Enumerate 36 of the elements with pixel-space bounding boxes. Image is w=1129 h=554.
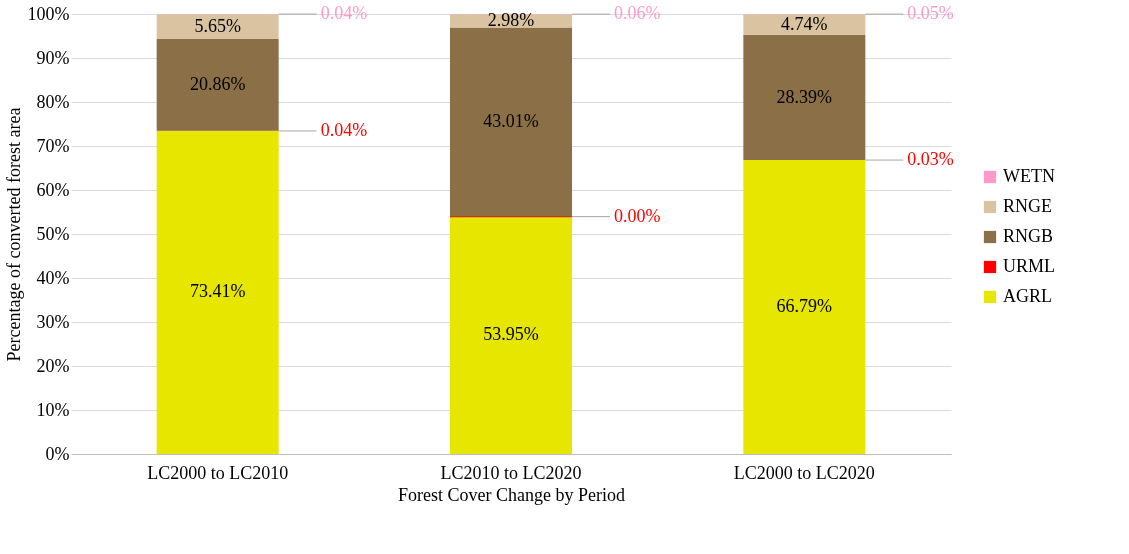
y-tick-label: 0%	[45, 443, 70, 464]
data-label: 0.00%	[614, 205, 661, 226]
data-label: 53.95%	[483, 324, 539, 345]
data-label: 0.03%	[907, 149, 954, 170]
legend-label: RNGE	[1003, 196, 1052, 216]
data-label: 73.41%	[189, 281, 246, 302]
y-axis-title: Percentage of converted forest area	[3, 107, 24, 362]
data-label: 4.74%	[781, 13, 828, 34]
data-label: 5.65%	[194, 15, 241, 36]
y-tick-label: 80%	[36, 91, 70, 112]
data-label: 43.01%	[483, 111, 539, 131]
x-tick-label: LC2010 to LC2020	[440, 462, 582, 483]
legend-label: RNGB	[1003, 226, 1054, 246]
y-tick-label: 30%	[36, 311, 70, 332]
data-label: 0.04%	[320, 3, 368, 24]
y-tick-label: 10%	[36, 399, 70, 420]
legend-label: AGRL	[1003, 286, 1052, 306]
data-label: 0.06%	[614, 3, 661, 24]
data-label: 0.04%	[320, 119, 368, 140]
y-tick-label: 100%	[27, 3, 70, 24]
data-label: 66.79%	[776, 296, 833, 317]
y-tick-label: 50%	[36, 223, 70, 244]
data-label: 0.05%	[907, 3, 954, 24]
x-tick-label: LC2000 to LC2010	[147, 462, 289, 483]
y-tick-label: 90%	[36, 47, 70, 68]
x-axis-title: Forest Cover Change by Period	[398, 484, 625, 505]
legend-label: WETN	[1003, 166, 1055, 186]
data-label: 28.39%	[776, 86, 833, 107]
y-tick-label: 20%	[36, 355, 70, 376]
data-label: 2.98%	[487, 9, 535, 30]
x-tick-label: LC2000 to LC2020	[733, 462, 875, 483]
y-tick-label: 40%	[36, 267, 70, 288]
y-tick-label: 70%	[36, 135, 70, 156]
legend-label: URML	[1003, 256, 1056, 276]
data-label: 20.86%	[189, 73, 246, 94]
y-tick-label: 60%	[36, 179, 70, 200]
